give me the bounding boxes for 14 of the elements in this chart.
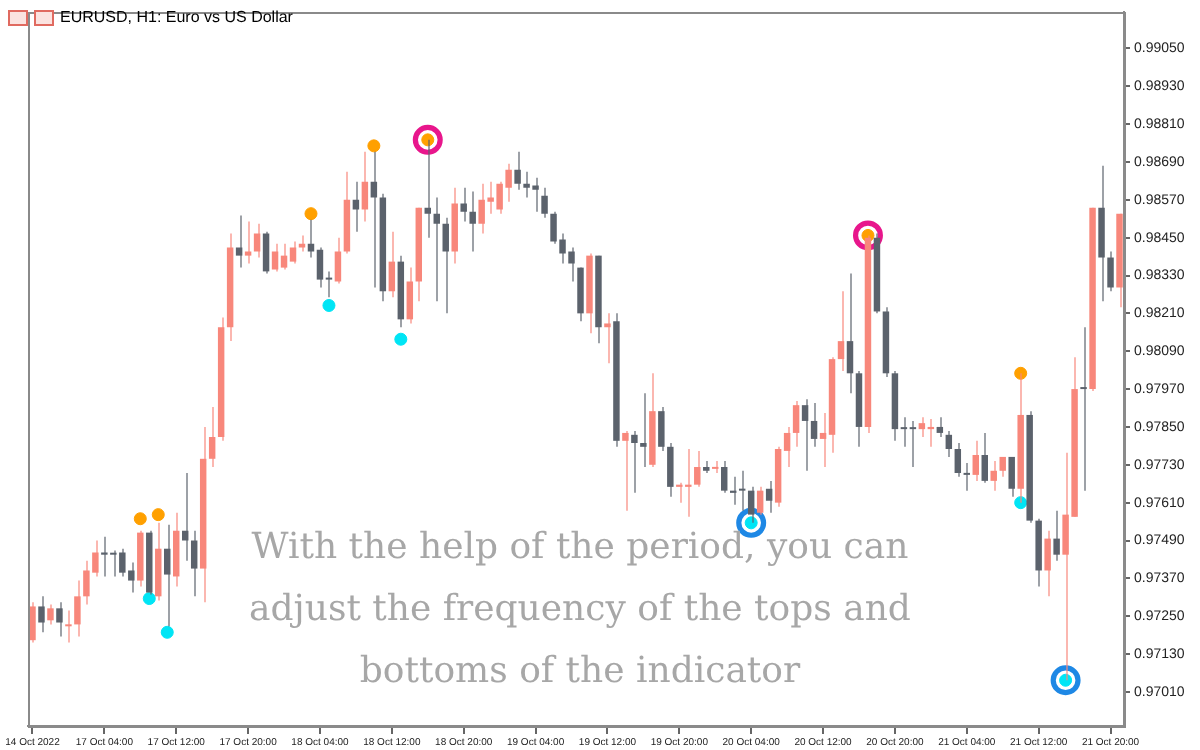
candlestick — [712, 460, 719, 474]
point — [142, 592, 156, 606]
chart-title: EURUSD, H1: Euro vs US Dollar — [60, 8, 293, 26]
point — [322, 298, 336, 312]
annotation: With the help of the period, you can adjust the frequency of the tops and bottoms of the indicator — [247, 524, 913, 696]
point — [1014, 366, 1028, 380]
point — [394, 332, 408, 346]
point — [304, 207, 318, 221]
candlestick — [703, 460, 710, 474]
point — [151, 508, 165, 522]
point — [367, 139, 381, 153]
point — [133, 512, 147, 526]
point — [1014, 496, 1028, 510]
point — [160, 625, 174, 639]
